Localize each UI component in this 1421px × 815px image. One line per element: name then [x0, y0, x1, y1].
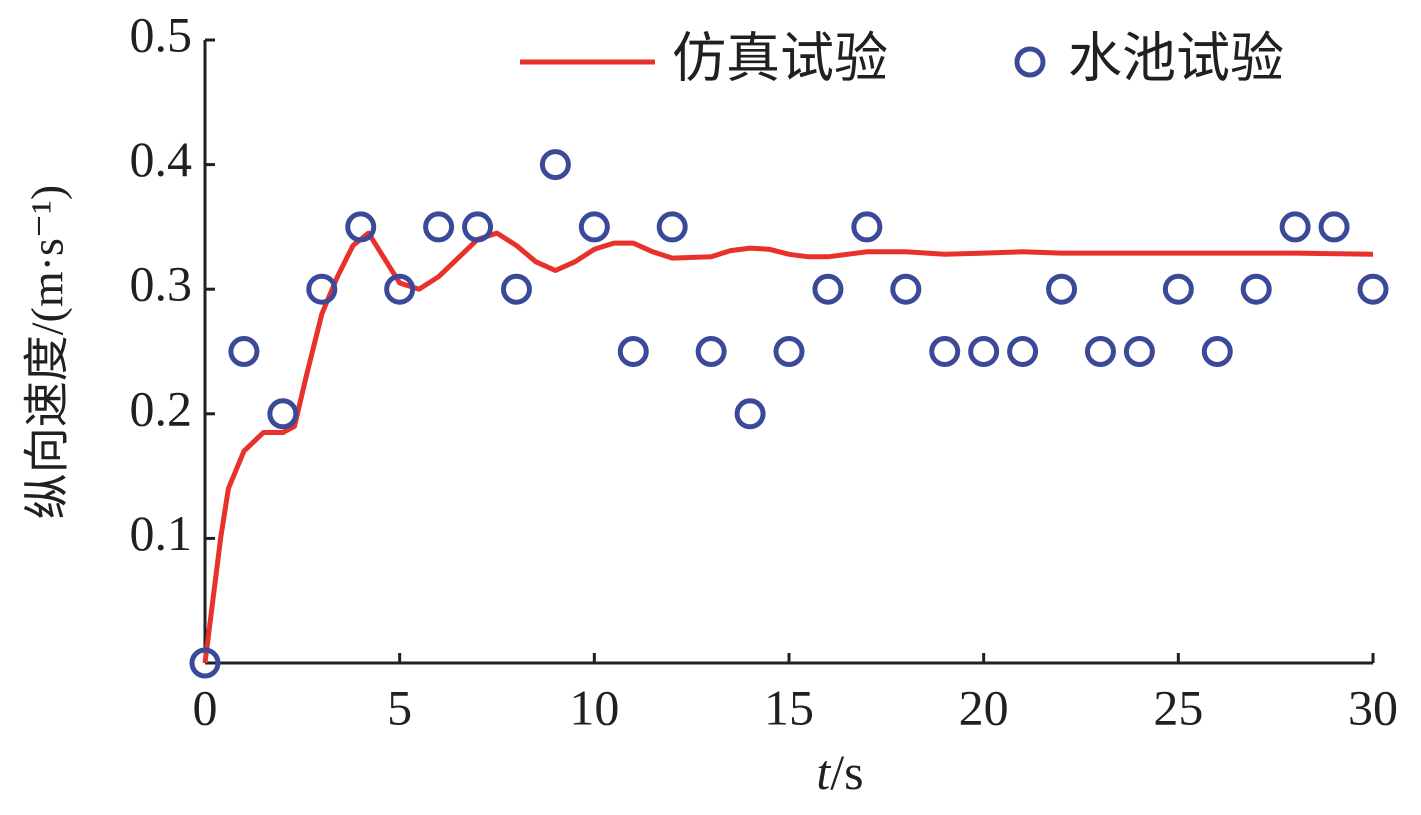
point — [890, 273, 922, 305]
point — [734, 398, 766, 430]
line — [202, 230, 1374, 664]
legend-marker — [1014, 46, 1046, 78]
point — [462, 211, 494, 243]
point — [1357, 273, 1389, 305]
x-tick-label: 10 — [569, 679, 619, 735]
point — [539, 149, 571, 181]
point — [1007, 336, 1039, 367]
legend-label: 水池试验 — [1068, 28, 1284, 88]
x-tick-label: 30 — [1348, 679, 1398, 735]
point — [189, 647, 221, 679]
point — [1240, 273, 1272, 305]
x-tick-label: 20 — [959, 679, 1009, 735]
point — [851, 211, 883, 243]
point — [1084, 336, 1116, 367]
point — [267, 398, 299, 430]
point — [695, 336, 727, 367]
y-axis-label: 纵向速度/(m·s⁻¹) — [22, 185, 73, 520]
x-tick-label: 15 — [764, 679, 814, 735]
point — [773, 336, 805, 367]
legend-label: 仿真试验 — [672, 28, 888, 88]
point — [1279, 211, 1311, 243]
point — [1201, 336, 1233, 367]
point — [500, 273, 532, 305]
y-tick-label: 0.4 — [130, 131, 193, 187]
point — [656, 211, 688, 243]
y-tick-label: 0.5 — [130, 6, 193, 62]
x-axis-label: t/s — [816, 744, 863, 800]
x-tick-label: 5 — [387, 679, 412, 735]
point — [929, 336, 961, 367]
point — [306, 273, 338, 305]
point — [578, 211, 610, 243]
point — [228, 336, 260, 367]
point — [1123, 336, 1155, 367]
point — [968, 336, 1000, 367]
x-tick-label: 0 — [193, 679, 218, 735]
point — [812, 273, 844, 305]
x-tick-label: 25 — [1153, 679, 1203, 735]
y-tick-label: 0.1 — [130, 505, 193, 561]
point — [1046, 273, 1078, 305]
point — [384, 273, 416, 305]
point — [345, 211, 377, 243]
y-tick-label: 0.3 — [130, 256, 193, 312]
point — [1318, 211, 1350, 243]
point — [423, 211, 455, 243]
point — [1162, 273, 1194, 305]
y-tick-label: 0.2 — [130, 380, 193, 436]
point — [617, 336, 649, 367]
